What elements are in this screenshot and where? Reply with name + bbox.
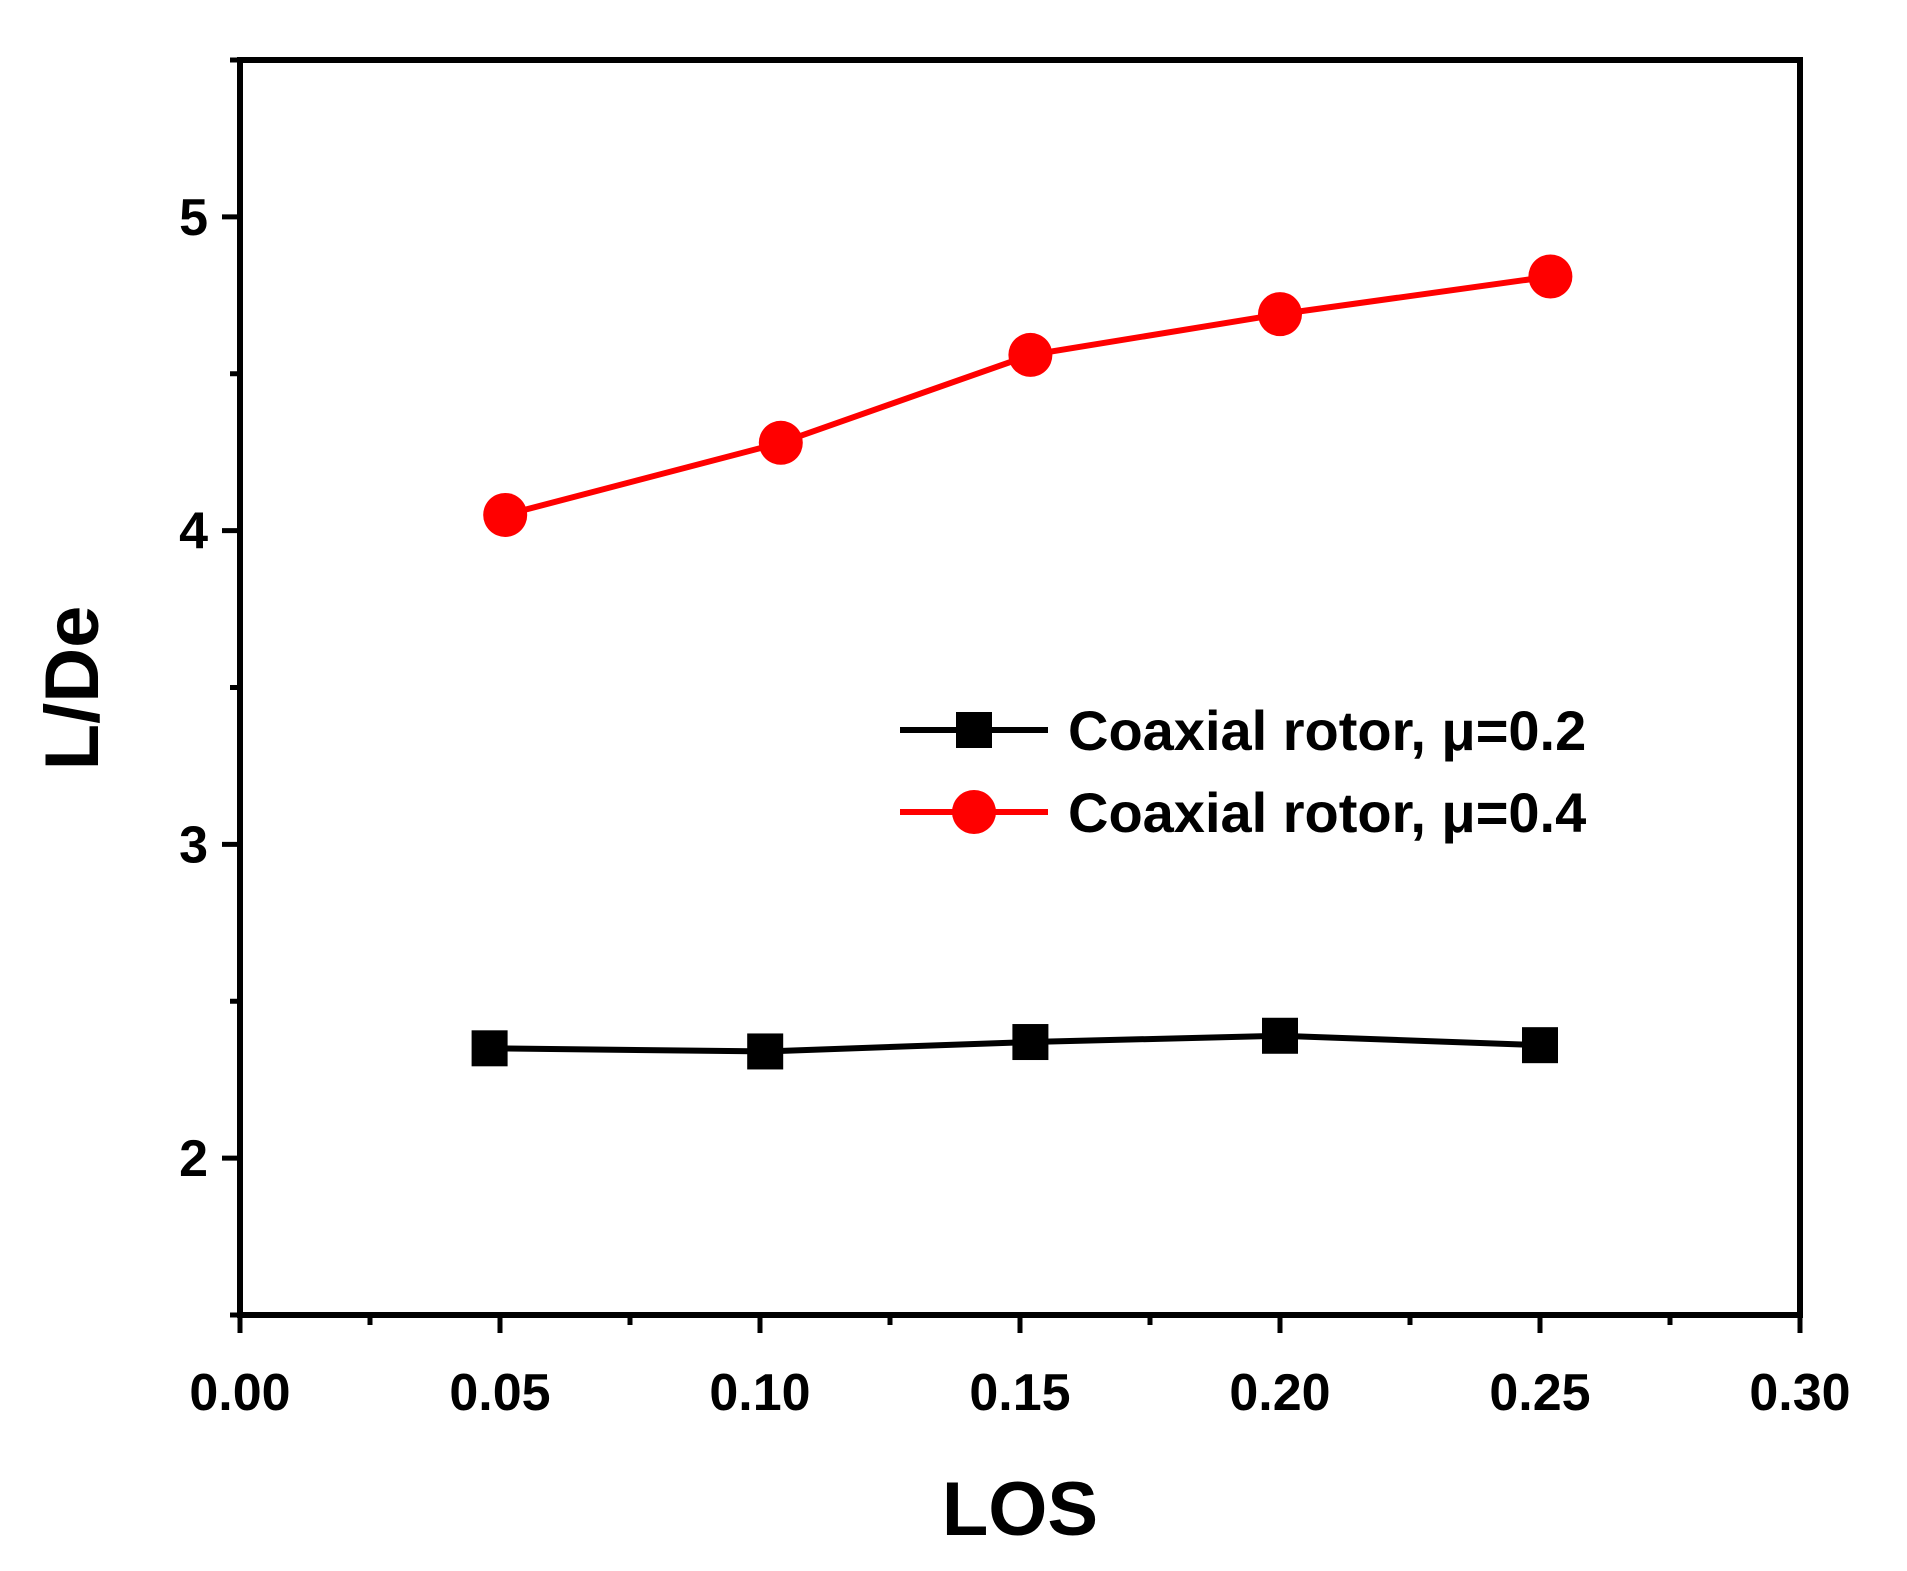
y-axis-ticks: 2 3 4 5: [179, 57, 240, 1318]
legend: Coaxial rotor, μ=0.2 Coaxial rotor, μ=0.4: [900, 699, 1586, 844]
y-tick-label: 2: [179, 1130, 208, 1188]
series-1: [471, 1017, 1558, 1070]
series-2: [483, 254, 1573, 537]
y-axis-label: L/De: [30, 606, 115, 771]
x-tick-label: 0.20: [1229, 1364, 1330, 1422]
x-axis-label: LOS: [942, 1467, 1098, 1552]
y-tick-label: 4: [179, 503, 208, 561]
x-tick-label: 0.25: [1489, 1364, 1590, 1422]
legend-marker: [952, 790, 996, 834]
data-point: [1522, 1027, 1558, 1064]
data-point: [1258, 292, 1302, 337]
legend-label: Coaxial rotor, μ=0.4: [1068, 781, 1586, 844]
y-tick-label: 5: [179, 189, 208, 247]
data-point: [1528, 254, 1573, 299]
data-point: [1008, 332, 1053, 377]
x-tick-label: 0.15: [969, 1364, 1070, 1422]
x-tick-label: 0.00: [189, 1364, 290, 1422]
legend-label: Coaxial rotor, μ=0.2: [1068, 699, 1586, 762]
y-tick-label: 3: [179, 816, 208, 874]
data-point: [747, 1033, 784, 1070]
plot-frame: [237, 57, 1803, 1318]
legend-marker: [956, 712, 992, 748]
series-layer: [471, 254, 1573, 1070]
x-axis-ticks: 0.00 0.05 0.10 0.15 0.20 0.25 0.30: [189, 1315, 1851, 1422]
data-point: [758, 420, 803, 465]
x-tick-label: 0.10: [709, 1364, 810, 1422]
data-point: [483, 492, 528, 537]
data-point: [471, 1030, 508, 1067]
data-point: [1262, 1017, 1298, 1054]
data-point: [1012, 1024, 1049, 1061]
series-line: [504, 273, 1551, 518]
x-tick-label: 0.30: [1749, 1364, 1850, 1422]
x-tick-label: 0.05: [449, 1364, 550, 1422]
